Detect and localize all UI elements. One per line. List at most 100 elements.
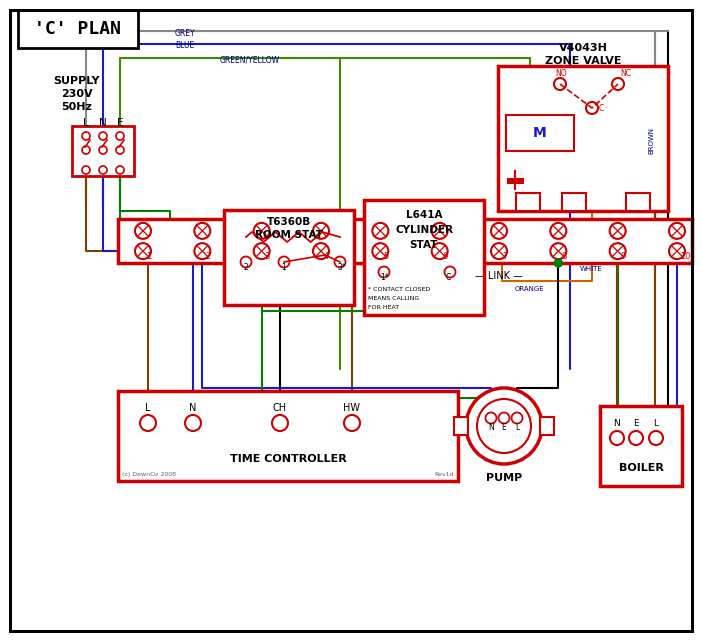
Text: CYLINDER: CYLINDER [395, 225, 453, 235]
Circle shape [99, 132, 107, 140]
Text: PUMP: PUMP [486, 473, 522, 483]
Text: Rev1d: Rev1d [435, 472, 454, 477]
Circle shape [629, 431, 643, 445]
Circle shape [82, 146, 90, 154]
Circle shape [555, 259, 562, 267]
Circle shape [194, 243, 211, 259]
Circle shape [466, 388, 542, 464]
Text: L641A: L641A [406, 210, 442, 220]
Text: N: N [488, 424, 494, 433]
Bar [18, 10, 138, 48]
Text: N: N [614, 419, 621, 428]
Circle shape [477, 399, 531, 453]
Text: N: N [99, 118, 107, 128]
Circle shape [491, 243, 507, 259]
Text: — LINK —: — LINK — [475, 271, 523, 281]
Text: L: L [654, 419, 658, 428]
Text: L: L [145, 403, 151, 413]
Text: 10: 10 [680, 252, 691, 261]
Text: SUPPLY: SUPPLY [54, 76, 100, 86]
Circle shape [444, 267, 456, 278]
Text: 4: 4 [324, 252, 329, 261]
Text: L: L [83, 118, 89, 128]
Circle shape [116, 146, 124, 154]
Circle shape [344, 415, 360, 431]
Text: 3*: 3* [337, 263, 346, 272]
Text: T6360B: T6360B [267, 217, 311, 227]
Text: 'C' PLAN: 'C' PLAN [34, 20, 121, 38]
Circle shape [550, 223, 567, 239]
Bar [540, 417, 554, 435]
Text: 3: 3 [265, 252, 270, 261]
Text: TIME CONTROLLER: TIME CONTROLLER [230, 454, 346, 464]
Bar [118, 391, 458, 481]
Text: (c) DewnOz 2008: (c) DewnOz 2008 [122, 472, 176, 477]
Text: 9: 9 [621, 252, 626, 261]
Text: BROWN: BROWN [648, 128, 654, 154]
Text: FOR HEAT: FOR HEAT [368, 305, 399, 310]
Circle shape [135, 223, 151, 239]
Text: GREEN/YELLOW: GREEN/YELLOW [220, 56, 280, 65]
Text: 5: 5 [383, 252, 389, 261]
Circle shape [140, 415, 156, 431]
Text: 7: 7 [502, 252, 508, 261]
Circle shape [554, 78, 566, 90]
Circle shape [253, 223, 270, 239]
Circle shape [279, 256, 289, 267]
Circle shape [669, 223, 685, 239]
Bar [626, 193, 650, 211]
Circle shape [99, 166, 107, 174]
Text: V4043H: V4043H [559, 43, 607, 53]
Text: CH: CH [273, 403, 287, 413]
Bar [364, 200, 484, 315]
Circle shape [135, 243, 151, 259]
Circle shape [313, 223, 329, 239]
Circle shape [99, 146, 107, 154]
Bar [224, 210, 354, 305]
Text: WHITE: WHITE [580, 266, 603, 272]
Circle shape [486, 413, 496, 424]
Text: E: E [502, 424, 506, 433]
Circle shape [550, 243, 567, 259]
Bar [118, 219, 692, 263]
Circle shape [253, 243, 270, 259]
Text: 1*: 1* [380, 273, 389, 282]
Circle shape [610, 431, 624, 445]
Circle shape [116, 132, 124, 140]
Text: * CONTACT CLOSED: * CONTACT CLOSED [368, 287, 430, 292]
Circle shape [512, 413, 522, 424]
Text: 2: 2 [205, 252, 211, 261]
Text: M: M [533, 126, 547, 140]
Text: 2: 2 [243, 263, 248, 272]
Circle shape [272, 415, 288, 431]
Circle shape [372, 243, 388, 259]
Circle shape [334, 256, 345, 267]
Text: E: E [117, 118, 124, 128]
Text: ZONE VALVE: ZONE VALVE [545, 56, 621, 66]
Circle shape [194, 223, 211, 239]
Text: 230V: 230V [61, 89, 93, 99]
Circle shape [612, 78, 624, 90]
Bar [506, 115, 574, 151]
Circle shape [609, 223, 625, 239]
Text: 8: 8 [562, 252, 567, 261]
Text: C: C [446, 273, 451, 282]
Circle shape [313, 243, 329, 259]
Text: 1: 1 [281, 263, 286, 272]
Text: STAT: STAT [410, 240, 438, 250]
Bar [72, 126, 134, 176]
Circle shape [432, 223, 448, 239]
Circle shape [241, 256, 251, 267]
Text: L: L [515, 424, 519, 433]
Bar [600, 406, 682, 486]
Circle shape [498, 413, 510, 424]
Circle shape [649, 431, 663, 445]
Bar [498, 66, 668, 211]
Text: GREY: GREY [175, 28, 196, 38]
Text: E: E [633, 419, 639, 428]
Text: NC: NC [620, 69, 631, 78]
Circle shape [378, 267, 390, 278]
Text: N: N [190, 403, 197, 413]
Text: NO: NO [555, 69, 567, 78]
Text: BOILER: BOILER [618, 463, 663, 473]
